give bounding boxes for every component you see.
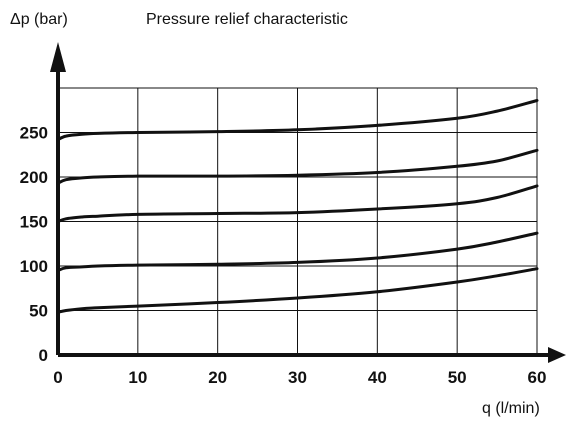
series-line-1 xyxy=(56,267,539,314)
x-tick-label: 60 xyxy=(528,368,547,387)
x-tick-label: 0 xyxy=(53,368,62,387)
series-line-3 xyxy=(56,184,539,223)
series-line-2 xyxy=(56,231,539,272)
y-tick-label: 50 xyxy=(29,302,48,321)
series-line-4 xyxy=(56,148,539,185)
x-axis-label: q (l/min) xyxy=(482,400,540,417)
x-tick-label: 30 xyxy=(288,368,307,387)
y-tick-label: 0 xyxy=(39,346,48,365)
x-tick-label: 20 xyxy=(208,368,227,387)
y-axis-label: Δp (bar) xyxy=(10,11,68,28)
x-axis-arrow xyxy=(548,347,566,363)
x-tick-label: 40 xyxy=(368,368,387,387)
y-axis-arrow xyxy=(50,42,66,72)
y-tick-label: 150 xyxy=(20,213,48,232)
x-tick-label: 50 xyxy=(448,368,467,387)
chart-title: Pressure relief characteristic xyxy=(146,11,348,28)
x-tick-label: 10 xyxy=(128,368,147,387)
y-tick-label: 250 xyxy=(20,124,48,143)
y-tick-label: 200 xyxy=(20,168,48,187)
y-tick-label: 100 xyxy=(20,257,48,276)
series-line-5 xyxy=(56,99,539,142)
